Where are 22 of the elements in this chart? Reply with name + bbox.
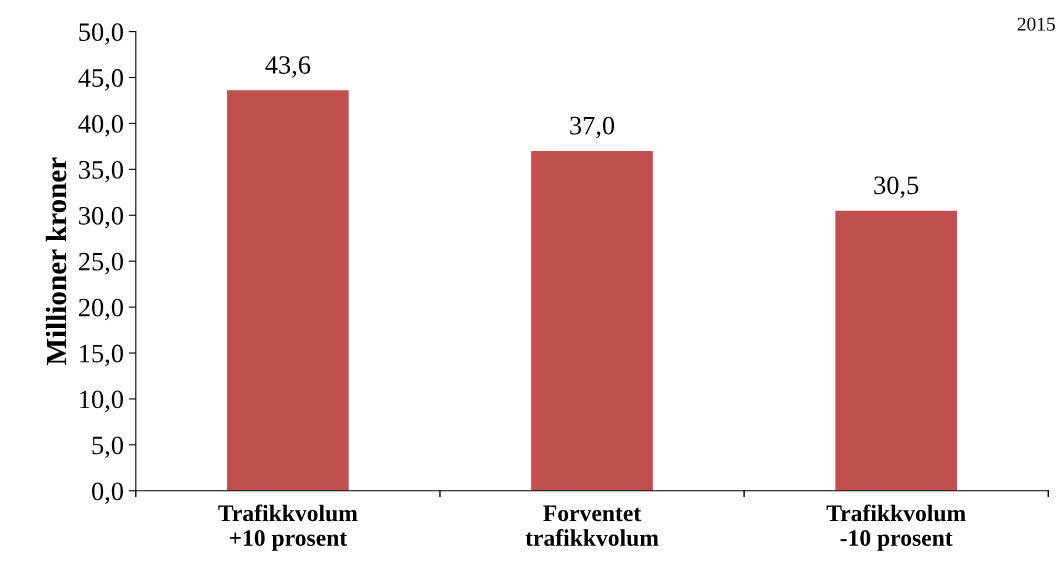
x-tick-label: Trafikkvolum -10 prosent: [826, 504, 966, 551]
bar: [531, 150, 653, 491]
y-tick-label: 35,0: [79, 160, 123, 183]
y-tick-label: 45,0: [78, 69, 123, 91]
bar: [227, 90, 349, 491]
data-label: 37,0: [570, 116, 615, 139]
y-tick-label: 15,0: [80, 344, 123, 367]
y-axis-title: Millioner kroner: [45, 157, 67, 366]
y-tick-label: 40,0: [78, 115, 123, 137]
y-tick-label: 25,0: [78, 252, 123, 275]
data-label: 30,5: [874, 176, 919, 198]
x-tick-label: Trafikkvolum +10 prosent: [218, 504, 358, 551]
data-label: 43,6: [265, 56, 311, 78]
y-tick-label: 50,0: [79, 23, 123, 45]
y-tick-label: 30,0: [79, 206, 123, 229]
bar: [835, 210, 958, 491]
y-tick-label: 0,0: [92, 482, 123, 504]
y-tick-label: 20,0: [78, 298, 123, 321]
x-tick-label: Forventet trafikkvolum: [525, 505, 659, 547]
y-tick-label: 10,0: [80, 390, 123, 413]
y-tick-label: 5,0: [92, 436, 123, 459]
text: 2015: [1017, 17, 1055, 31]
